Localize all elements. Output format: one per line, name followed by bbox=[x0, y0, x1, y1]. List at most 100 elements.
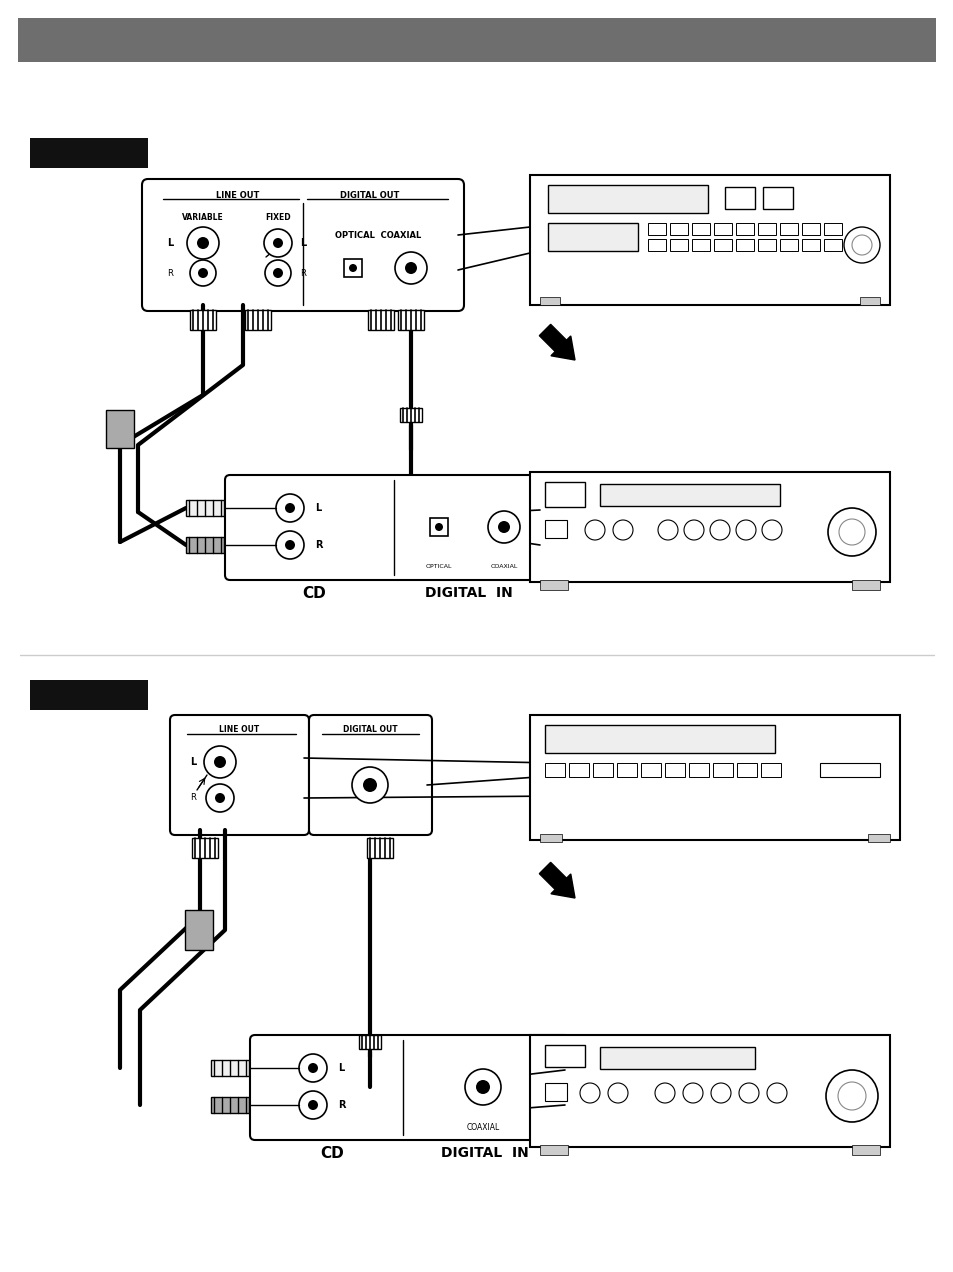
FancyBboxPatch shape bbox=[225, 474, 544, 580]
Circle shape bbox=[607, 1082, 627, 1103]
Circle shape bbox=[655, 1082, 675, 1103]
FancyBboxPatch shape bbox=[250, 1035, 569, 1140]
Bar bbox=[544, 1046, 584, 1067]
Circle shape bbox=[363, 778, 376, 792]
Bar bbox=[724, 187, 754, 209]
Text: R: R bbox=[300, 268, 306, 277]
Circle shape bbox=[579, 1082, 599, 1103]
Circle shape bbox=[739, 1082, 759, 1103]
Bar bbox=[399, 408, 421, 422]
Circle shape bbox=[476, 1080, 490, 1094]
Bar bbox=[820, 763, 879, 777]
Circle shape bbox=[198, 268, 208, 279]
Bar bbox=[735, 239, 753, 251]
Circle shape bbox=[613, 520, 633, 541]
Bar bbox=[397, 310, 423, 329]
Circle shape bbox=[497, 522, 510, 533]
Text: L: L bbox=[337, 1063, 344, 1074]
Bar bbox=[664, 763, 684, 777]
Circle shape bbox=[285, 541, 294, 550]
Circle shape bbox=[735, 520, 755, 541]
Bar bbox=[18, 18, 935, 62]
FancyBboxPatch shape bbox=[309, 715, 432, 834]
Bar bbox=[762, 187, 792, 209]
Bar bbox=[539, 580, 567, 590]
Bar bbox=[530, 472, 889, 583]
Circle shape bbox=[264, 229, 292, 257]
Bar bbox=[801, 223, 820, 235]
FancyArrow shape bbox=[538, 324, 575, 360]
Bar bbox=[780, 239, 797, 251]
Circle shape bbox=[766, 1082, 786, 1103]
Circle shape bbox=[682, 1082, 702, 1103]
Bar bbox=[617, 763, 637, 777]
Text: R: R bbox=[337, 1100, 345, 1110]
Circle shape bbox=[837, 1082, 865, 1110]
Bar bbox=[190, 310, 215, 329]
Bar bbox=[568, 763, 588, 777]
Text: L: L bbox=[167, 238, 172, 248]
Circle shape bbox=[709, 520, 729, 541]
Circle shape bbox=[298, 1054, 327, 1082]
Bar bbox=[185, 909, 213, 950]
Bar bbox=[712, 763, 732, 777]
Text: DIGITAL  IN: DIGITAL IN bbox=[424, 586, 512, 600]
Text: R: R bbox=[167, 268, 172, 277]
Bar bbox=[599, 1047, 754, 1068]
Circle shape bbox=[825, 1070, 877, 1122]
Circle shape bbox=[761, 520, 781, 541]
Bar bbox=[640, 763, 660, 777]
Circle shape bbox=[265, 259, 291, 286]
Circle shape bbox=[851, 235, 871, 254]
Circle shape bbox=[308, 1063, 317, 1074]
Circle shape bbox=[683, 520, 703, 541]
FancyBboxPatch shape bbox=[170, 715, 309, 834]
Bar bbox=[713, 239, 731, 251]
Bar bbox=[544, 763, 564, 777]
Text: R: R bbox=[190, 794, 195, 803]
Bar bbox=[691, 239, 709, 251]
Bar bbox=[530, 1035, 889, 1147]
Bar bbox=[30, 681, 148, 710]
Bar bbox=[593, 763, 613, 777]
Circle shape bbox=[214, 792, 225, 803]
Circle shape bbox=[488, 511, 519, 543]
Bar bbox=[823, 239, 841, 251]
Text: DIGITAL OUT: DIGITAL OUT bbox=[342, 725, 396, 734]
Circle shape bbox=[658, 520, 678, 541]
Text: L: L bbox=[190, 757, 196, 767]
Circle shape bbox=[187, 226, 219, 259]
Circle shape bbox=[273, 268, 283, 279]
Bar bbox=[544, 725, 774, 753]
Text: L: L bbox=[314, 502, 321, 513]
Circle shape bbox=[838, 519, 864, 544]
Text: COAXIAL: COAXIAL bbox=[490, 565, 517, 570]
FancyArrow shape bbox=[538, 862, 575, 898]
Circle shape bbox=[308, 1100, 317, 1110]
Circle shape bbox=[275, 494, 304, 522]
Bar bbox=[539, 834, 561, 842]
Bar bbox=[647, 239, 665, 251]
Circle shape bbox=[435, 523, 442, 530]
Text: OPTICAL  COAXIAL: OPTICAL COAXIAL bbox=[335, 230, 420, 239]
Circle shape bbox=[213, 756, 226, 768]
Bar bbox=[544, 1082, 566, 1102]
Bar bbox=[735, 223, 753, 235]
Bar bbox=[758, 223, 775, 235]
Bar bbox=[760, 763, 781, 777]
Bar bbox=[851, 580, 879, 590]
Bar bbox=[530, 715, 899, 840]
Circle shape bbox=[190, 259, 215, 286]
Bar bbox=[539, 296, 559, 305]
Bar bbox=[211, 1060, 249, 1076]
Bar bbox=[358, 1035, 380, 1049]
Text: FIXED: FIXED bbox=[265, 212, 291, 221]
Bar bbox=[245, 310, 271, 329]
Circle shape bbox=[710, 1082, 730, 1103]
Circle shape bbox=[216, 795, 223, 801]
Bar bbox=[430, 518, 448, 536]
Text: DIGITAL OUT: DIGITAL OUT bbox=[340, 191, 399, 200]
Circle shape bbox=[349, 265, 356, 272]
Circle shape bbox=[843, 226, 879, 263]
Text: DIGITAL  IN: DIGITAL IN bbox=[440, 1146, 528, 1160]
